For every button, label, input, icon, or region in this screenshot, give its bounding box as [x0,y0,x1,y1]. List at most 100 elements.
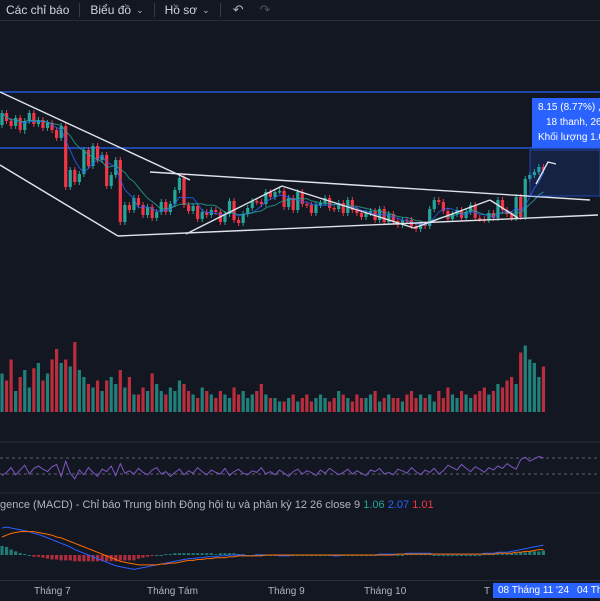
volume-bar [510,377,514,412]
volume-bar [323,398,327,412]
x-tick-label: Tháng Tám [147,586,198,597]
volume-bar [328,401,332,412]
volume-bar [109,377,113,412]
volume-bar [296,401,300,412]
macd-line [1,526,544,570]
volume-bar [191,394,195,412]
volume-bar [86,384,91,412]
macd-histogram-bar [200,553,204,555]
volume-bar [227,398,232,412]
macd-histogram-bar [132,555,136,561]
macd-histogram-bar [473,555,477,556]
x-axis[interactable]: Tháng 7 Tháng Tám Tháng 9 Tháng 10 T 08 … [0,580,600,601]
volume-bar [55,349,59,412]
macd-histogram-bar [218,553,222,555]
candle-body [505,210,509,214]
tooltip-price-change: 8.15 (8.77%) , 8 [538,102,600,113]
macd-histogram-bar [23,554,27,556]
candle-body [432,200,436,209]
chart-type-button[interactable]: Biểu đồ ⌄ [84,0,149,20]
volume-bar [318,394,323,412]
macd-histogram-bar [400,555,404,556]
macd-histogram-bar [182,553,186,555]
candle-body [227,201,232,214]
macd-histogram-bar [27,555,31,556]
macd-histogram-bar [191,553,195,555]
indicators-button[interactable]: Các chỉ báo [0,0,75,20]
volume-bar [391,398,395,412]
volume-bar [0,373,4,412]
chart-type-label: Biểu đồ [90,3,132,17]
candle-body [64,126,68,187]
candle-body [537,167,541,172]
trend-line [281,185,415,229]
macd-histogram-bar [396,555,400,556]
macd-histogram-bar [505,554,509,556]
volume-bar [36,363,40,412]
candle-body [59,126,63,138]
volume-bar [528,359,532,412]
macd-histogram-bar [469,555,473,556]
macd-histogram-bar [510,553,514,555]
layout-button[interactable]: Hồ sơ ⌄ [159,0,216,20]
volume-bar [350,401,354,412]
macd-histogram-bar [41,555,45,558]
candle-body [196,206,200,219]
macd-histogram-bar [150,555,154,556]
trend-line [117,214,599,237]
macd-histogram-bar [4,546,9,555]
volume-bar [255,391,259,412]
macd-histogram-bar [173,553,177,555]
redo-icon[interactable]: ↷ [259,2,271,17]
candle-body [27,113,31,121]
macd-histogram-bar [100,555,104,562]
volume-bar [250,394,254,412]
volume-bar [146,391,150,412]
candle-body [532,172,536,175]
macd-histogram-bar [68,555,72,561]
volume-bar [182,384,186,412]
volume-bar [500,387,505,412]
candle-body [95,146,100,160]
candle-body [82,150,86,174]
candle-body [296,192,300,210]
macd-histogram-bar [223,553,227,555]
candle-body [0,113,4,125]
macd-histogram-bar [528,551,532,555]
volume-bar [537,377,541,412]
macd-params: 12 26 close 9 [294,499,361,511]
volume-bar [523,345,527,412]
candle-body [250,201,254,208]
macd-histogram-bar [532,551,536,555]
candle-body [32,113,36,124]
macd-histogram-bar [82,555,86,562]
undo-icon[interactable]: ↶ [232,2,244,17]
macd-histogram-bar [478,555,482,556]
candle-body [132,198,136,210]
macd-legend[interactable]: gence (MACD) - Chỉ báo Trung bình Động h… [0,499,434,511]
chart-canvas[interactable] [0,21,600,580]
macd-histogram-bar [500,554,505,556]
volume-bar [305,394,309,412]
candle-body [155,212,159,218]
signal-line [1,531,544,566]
candle-body [237,220,241,223]
volume-bar [469,398,473,412]
candle-body [300,192,304,204]
candle-body [469,205,473,212]
candle-body [496,200,500,218]
volume-bar [378,401,382,412]
macd-histogram-bar [105,555,109,562]
x-tick-label: T [484,586,491,597]
candle-body [141,205,145,215]
volume-bar [277,401,282,412]
candle-body [136,198,141,205]
candle-body [519,197,523,217]
macd-histogram-bar [209,553,213,555]
trend-line [0,91,191,181]
candle-body [255,201,259,203]
x-tick-label: Tháng 10 [364,586,407,597]
macd-name: gence (MACD) - Chỉ báo Trung bình Động h… [0,499,292,511]
volume-bar [77,370,81,412]
candle-body [86,150,91,166]
